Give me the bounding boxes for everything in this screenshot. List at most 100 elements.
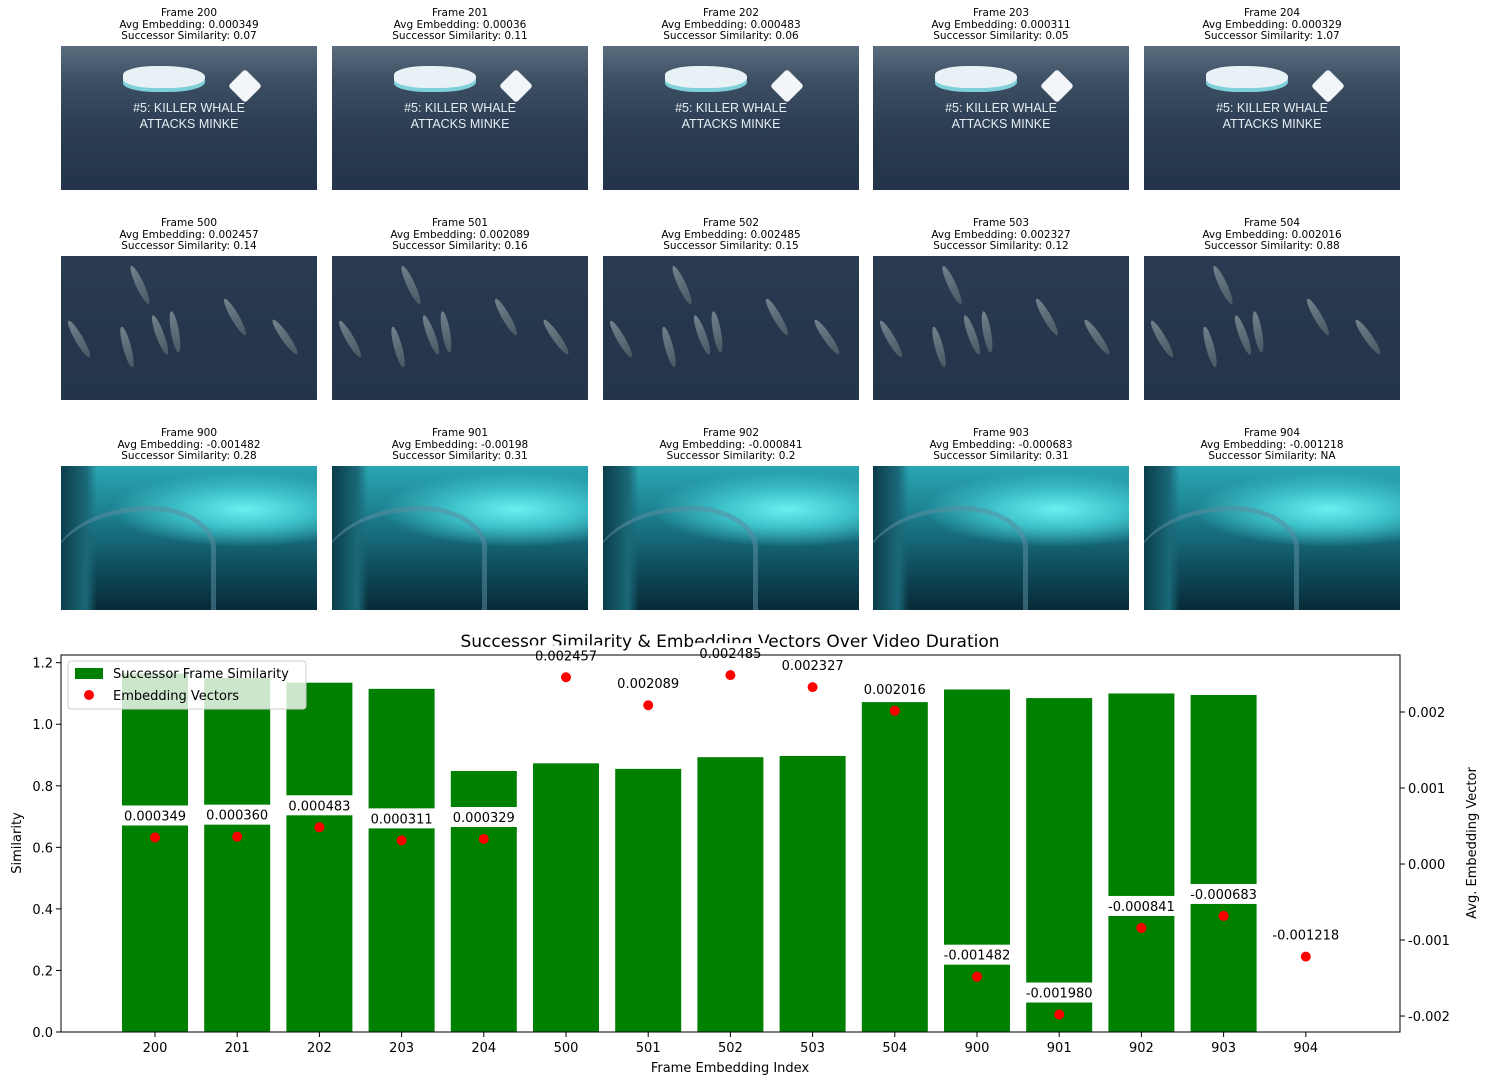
caption-avg: Avg Embedding: 0.000329 <box>1202 18 1342 31</box>
x-tick-label: 902 <box>1129 1041 1154 1056</box>
point-label-bg <box>856 678 933 699</box>
x-tick-label: 200 <box>143 1041 168 1056</box>
caption-avg: Avg Embedding: -0.00198 <box>391 438 529 451</box>
y-tick-label: 1.0 <box>32 718 53 733</box>
thumbnail-caption: Frame 901 Avg Embedding: -0.00198 Successo… <box>332 427 588 466</box>
bar-202 <box>286 682 353 1032</box>
x-tick-label: 204 <box>471 1041 496 1056</box>
caption-frame: Frame 204 <box>1243 7 1301 19</box>
x-tick-label: 504 <box>882 1041 907 1056</box>
caption-avg: Avg Embedding: 0.002016 <box>1202 228 1342 241</box>
caption-frame: Frame 900 <box>160 427 218 439</box>
y-tick-label: 0.4 <box>32 903 53 918</box>
video-frame-image <box>873 256 1129 400</box>
embedding-point-504 <box>889 705 900 716</box>
thumbnail-504: Frame 504 Avg Embedding: 0.002016 Successo… <box>1144 217 1400 400</box>
caption-sim: Successor Similarity: 0.28 <box>121 450 257 462</box>
caption-sim: Successor Similarity: 0.16 <box>392 240 528 252</box>
embedding-point-503 <box>807 682 818 693</box>
thumbnail-caption: Frame 504 Avg Embedding: 0.002016 Successo… <box>1144 217 1400 256</box>
caption-avg: Avg Embedding: 0.000349 <box>119 18 259 31</box>
embedding-point-201 <box>232 831 243 842</box>
point-label: -0.000683 <box>1190 888 1257 903</box>
embedding-point-500 <box>561 672 571 683</box>
caption-sim: Successor Similarity: 0.14 <box>121 240 257 252</box>
x-tick-label: 901 <box>1047 1041 1072 1056</box>
video-frame-image <box>61 466 317 610</box>
video-title-overlay: #5: KILLER WHALE ATTACKS MINKE <box>873 100 1129 132</box>
point-label: 0.002457 <box>535 649 597 664</box>
video-frame-image: #5: KILLER WHALE ATTACKS MINKE <box>873 46 1129 190</box>
embedding-point-900 <box>972 971 982 982</box>
caption-sim: Successor Similarity: 0.2 <box>666 450 796 462</box>
thumbnail-901: Frame 901 Avg Embedding: -0.00198 Successo… <box>332 427 588 610</box>
caption-avg: Avg Embedding: 0.000311 <box>931 18 1071 31</box>
caption-avg: Avg Embedding: 0.002485 <box>661 228 801 241</box>
x-tick-label: 203 <box>389 1041 414 1056</box>
thumbnail-204: Frame 204 Avg Embedding: 0.000329 Successo… <box>1144 7 1400 190</box>
caption-frame: Frame 201 <box>431 7 489 19</box>
caption-avg: Avg Embedding: 0.00036 <box>393 18 527 31</box>
embedding-point-204 <box>478 834 489 845</box>
point-label-bg <box>281 795 358 816</box>
caption-sim: Successor Similarity: NA <box>1208 450 1336 462</box>
caption-avg: Avg Embedding: -0.001482 <box>117 438 261 451</box>
caption-avg: Avg Embedding: -0.000841 <box>659 438 803 451</box>
caption-sim: Successor Similarity: 0.31 <box>933 450 1069 462</box>
iceberg-shape <box>935 66 1017 88</box>
point-label-bg <box>692 643 769 664</box>
legend-bar-label: Successor Frame Similarity <box>113 667 289 682</box>
caption-frame: Frame 500 <box>160 217 218 229</box>
x-tick-label: 501 <box>636 1041 661 1056</box>
video-frame-image <box>61 256 317 400</box>
x-tick-label: 202 <box>307 1041 332 1056</box>
thumbnail-caption: Frame 904 Avg Embedding: -0.001218 Success… <box>1144 427 1400 466</box>
point-label-bg <box>445 807 522 828</box>
overlay-line: #5: KILLER WHALE <box>675 101 787 115</box>
point-label-bg <box>1267 924 1344 945</box>
iceberg-shape <box>123 66 205 88</box>
thumbnail-caption: Frame 501 Avg Embedding: 0.002089 Successo… <box>332 217 588 256</box>
overlay-line: #5: KILLER WHALE <box>133 101 245 115</box>
embedding-point-901 <box>1054 1009 1065 1020</box>
embedding-point-904 <box>1300 951 1311 962</box>
caption-sim: Successor Similarity: 0.88 <box>1204 240 1340 252</box>
point-label: -0.000841 <box>1108 900 1175 915</box>
point-label: -0.001218 <box>1272 929 1339 944</box>
x-axis-label: Frame Embedding Index <box>651 1061 810 1076</box>
legend-point-label: Embedding Vectors <box>113 689 239 704</box>
caption-sim: Successor Similarity: 0.31 <box>392 450 528 462</box>
overlay-line: ATTACKS MINKE <box>139 117 239 131</box>
y2-tick-label: 0.000 <box>1408 858 1445 873</box>
thumbnail-caption: Frame 202 Avg Embedding: 0.000483 Successo… <box>603 7 859 46</box>
y-tick-label: 0.8 <box>32 780 53 795</box>
caption-frame: Frame 203 <box>972 7 1030 19</box>
x-tick-label: 900 <box>965 1041 990 1056</box>
caption-sim: Successor Similarity: 0.12 <box>933 240 1069 252</box>
y2-tick-label: -0.001 <box>1408 934 1450 949</box>
thumbnail-caption: Frame 204 Avg Embedding: 0.000329 Successo… <box>1144 7 1400 46</box>
embedding-point-203 <box>396 835 407 846</box>
point-label: -0.001980 <box>1026 987 1093 1002</box>
x-tick-label: 903 <box>1211 1041 1236 1056</box>
caption-avg: Avg Embedding: 0.002457 <box>119 228 259 241</box>
legend-point-swatch <box>84 690 94 700</box>
iceberg-shape <box>665 66 747 88</box>
caption-avg: Avg Embedding: 0.002327 <box>931 228 1071 241</box>
whale-silhouette <box>61 506 216 610</box>
thumbnail-caption: Frame 903 Avg Embedding: -0.000683 Success… <box>873 427 1129 466</box>
iceberg-shape <box>394 66 476 88</box>
point-label-bg <box>1185 883 1262 904</box>
embedding-point-903 <box>1218 910 1229 921</box>
thumbnail-caption: Frame 500 Avg Embedding: 0.002457 Successo… <box>61 217 317 256</box>
video-frame-image: #5: KILLER WHALE ATTACKS MINKE <box>332 46 588 190</box>
video-title-overlay: #5: KILLER WHALE ATTACKS MINKE <box>603 100 859 132</box>
overlay-line: #5: KILLER WHALE <box>945 101 1057 115</box>
bar-501 <box>615 768 682 1032</box>
thumbnail-caption: Frame 200 Avg Embedding: 0.000349 Successo… <box>61 7 317 46</box>
thumbnail-caption: Frame 902 Avg Embedding: -0.000841 Success… <box>603 427 859 466</box>
y-tick-label: 0.2 <box>32 964 53 979</box>
point-label-bg <box>199 804 276 825</box>
bar-502 <box>697 757 764 1032</box>
